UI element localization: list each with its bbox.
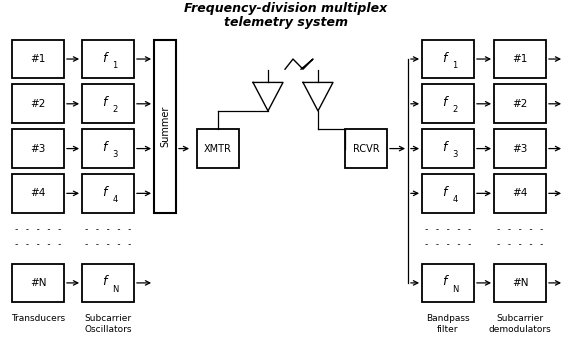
Bar (12, 174, 64, 213)
Text: XMTR: XMTR (204, 144, 232, 154)
Text: f: f (102, 141, 106, 154)
Text: f: f (442, 141, 446, 154)
Text: N: N (112, 284, 118, 293)
Bar (345, 129, 387, 168)
Text: f: f (102, 52, 106, 64)
Text: - - - - -: - - - - - (14, 226, 62, 235)
Text: f: f (442, 186, 446, 199)
Text: #4: #4 (512, 188, 528, 198)
Text: - - - - -: - - - - - (496, 226, 544, 235)
Text: - - - - -: - - - - - (84, 240, 132, 249)
Text: - - - - -: - - - - - (14, 240, 62, 249)
Bar (422, 84, 474, 123)
Bar (12, 264, 64, 302)
Bar (494, 174, 546, 213)
Text: 3: 3 (452, 150, 458, 159)
Text: Bandpass
filter: Bandpass filter (426, 315, 470, 334)
Bar (12, 84, 64, 123)
Bar (82, 264, 134, 302)
Bar (494, 264, 546, 302)
Bar (82, 84, 134, 123)
Bar (422, 174, 474, 213)
Text: f: f (442, 52, 446, 64)
Text: #1: #1 (30, 54, 46, 64)
Text: - - - - -: - - - - - (84, 226, 132, 235)
Text: f: f (102, 275, 106, 288)
Text: #N: #N (30, 278, 46, 288)
Text: Summer: Summer (160, 106, 170, 147)
Text: #2: #2 (30, 99, 46, 109)
Bar (12, 40, 64, 78)
Text: Frequency-division multiplex: Frequency-division multiplex (185, 2, 387, 15)
Text: 2: 2 (452, 106, 458, 115)
Text: - - - - -: - - - - - (424, 226, 472, 235)
Text: 1: 1 (112, 61, 117, 70)
Bar (197, 129, 239, 168)
Text: f: f (102, 186, 106, 199)
Text: RCVR: RCVR (353, 144, 379, 154)
Text: f: f (442, 96, 446, 109)
Bar (494, 40, 546, 78)
Text: N: N (452, 284, 458, 293)
Text: Transducers: Transducers (11, 315, 65, 324)
Bar (494, 84, 546, 123)
Text: 2: 2 (112, 106, 117, 115)
Text: #1: #1 (512, 54, 528, 64)
Text: 4: 4 (452, 195, 458, 204)
Bar (82, 174, 134, 213)
Text: telemetry system: telemetry system (224, 16, 348, 29)
Bar (82, 129, 134, 168)
Text: Subcarrier
Oscillators: Subcarrier Oscillators (84, 315, 132, 334)
Bar (82, 40, 134, 78)
Text: f: f (442, 275, 446, 288)
Bar (422, 264, 474, 302)
Text: 3: 3 (112, 150, 117, 159)
Text: 4: 4 (112, 195, 117, 204)
Text: Subcarrier
demodulators: Subcarrier demodulators (489, 315, 551, 334)
Bar (422, 40, 474, 78)
Text: f: f (102, 96, 106, 109)
Bar (422, 129, 474, 168)
Text: 1: 1 (452, 61, 458, 70)
Text: #2: #2 (512, 99, 528, 109)
Text: - - - - -: - - - - - (496, 240, 544, 249)
Bar (12, 129, 64, 168)
Text: - - - - -: - - - - - (424, 240, 472, 249)
Text: #3: #3 (512, 144, 528, 154)
Text: #3: #3 (30, 144, 46, 154)
Text: #N: #N (512, 278, 528, 288)
Bar (494, 129, 546, 168)
Bar (154, 40, 176, 213)
Text: #4: #4 (30, 188, 46, 198)
